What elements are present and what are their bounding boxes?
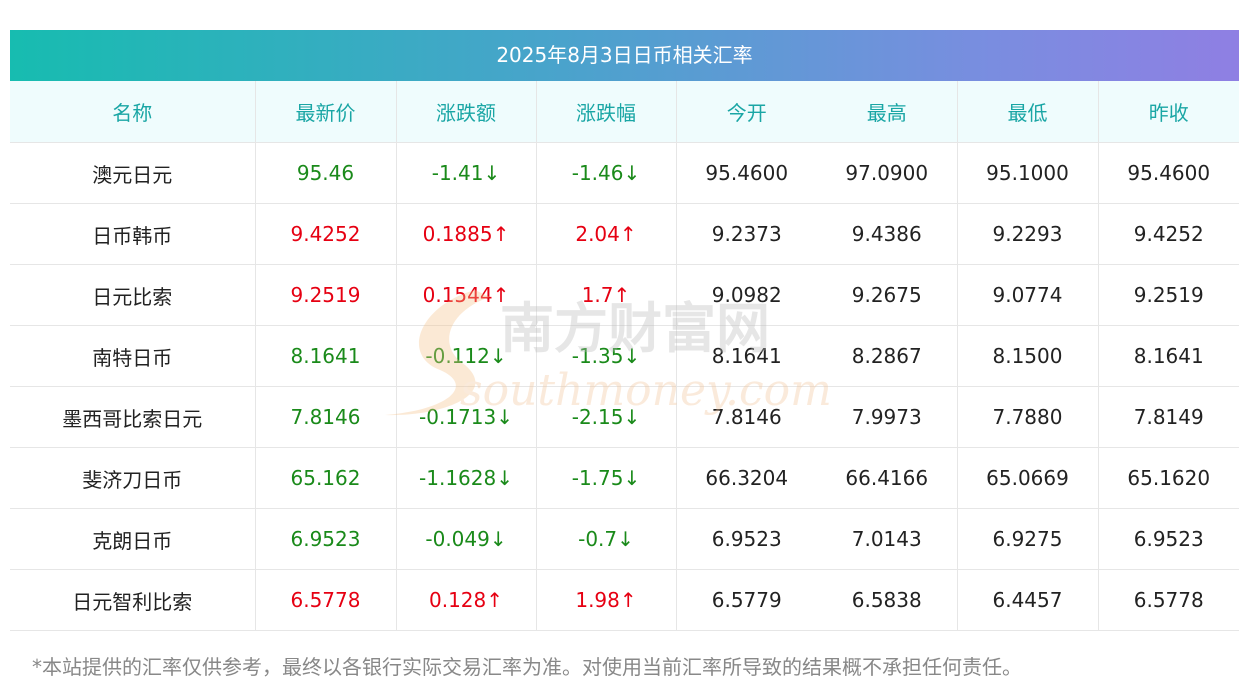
table-row: 南特日币 8.1641 -0.112↓ -1.35↓ 8.1641 8.2867 8.150… [10,325,1239,387]
cell-change: 0.1885↑ [396,203,537,265]
cell-low: 9.2293 [957,203,1099,265]
table-title: 2025年8月3日日币相关汇率 [10,30,1239,81]
header-change-pct: 涨跌幅 [536,81,677,143]
cell-low: 8.1500 [957,325,1099,387]
cell-name: 克朗日币 [10,508,256,570]
disclaimer-footnote: *本站提供的汇率仅供参考，最终以各银行实际交易汇率为准。对使用当前汇率所导致的结… [32,655,1022,679]
cell-high: 8.2867 [817,325,958,387]
cell-low: 65.0669 [957,447,1099,509]
cell-prev-close: 7.8149 [1098,386,1239,448]
cell-name: 日元智利比索 [10,569,256,631]
cell-open: 95.4600 [676,142,817,204]
cell-latest: 6.5778 [255,569,397,631]
cell-open: 66.3204 [676,447,817,509]
header-low: 最低 [957,81,1099,143]
cell-open: 6.5779 [676,569,817,631]
table-row: 日元智利比索 6.5778 0.128↑ 1.98↑ 6.5779 6.5838 6.445… [10,569,1239,631]
cell-high: 7.9973 [817,386,958,448]
cell-high: 97.0900 [817,142,958,204]
cell-prev-close: 9.4252 [1098,203,1239,265]
cell-change-pct: 2.04↑ [536,203,677,265]
cell-prev-close: 6.9523 [1098,508,1239,570]
cell-low: 9.0774 [957,264,1099,326]
cell-change: -0.049↓ [396,508,537,570]
cell-latest: 9.2519 [255,264,397,326]
header-open: 今开 [676,81,817,143]
cell-prev-close: 8.1641 [1098,325,1239,387]
header-high: 最高 [817,81,958,143]
cell-high: 7.0143 [817,508,958,570]
cell-high: 9.4386 [817,203,958,265]
cell-open: 8.1641 [676,325,817,387]
cell-high: 9.2675 [817,264,958,326]
cell-latest: 95.46 [255,142,397,204]
cell-latest: 6.9523 [255,508,397,570]
cell-low: 6.4457 [957,569,1099,631]
table-row: 日币韩币 9.4252 0.1885↑ 2.04↑ 9.2373 9.4386 9.2293… [10,203,1239,265]
cell-change-pct: -0.7↓ [536,508,677,570]
cell-latest: 9.4252 [255,203,397,265]
cell-change-pct: 1.7↑ [536,264,677,326]
table-row: 澳元日元 95.46 -1.41↓ -1.46↓ 95.4600 97.0900 95.10… [10,142,1239,204]
cell-name: 墨西哥比索日元 [10,386,256,448]
cell-open: 9.0982 [676,264,817,326]
cell-change-pct: -1.46↓ [536,142,677,204]
cell-change: -0.112↓ [396,325,537,387]
exchange-rate-table: 名称 最新价 涨跌额 涨跌幅 今开 最高 最低 昨收 澳元日元 95.46 -1.4… [10,81,1239,631]
cell-change: 0.128↑ [396,569,537,631]
cell-latest: 8.1641 [255,325,397,387]
cell-high: 6.5838 [817,569,958,631]
cell-change-pct: 1.98↑ [536,569,677,631]
cell-name: 日币韩币 [10,203,256,265]
cell-name: 日元比索 [10,264,256,326]
cell-low: 6.9275 [957,508,1099,570]
header-change: 涨跌额 [396,81,537,143]
cell-change-pct: -1.35↓ [536,325,677,387]
header-row: 名称 最新价 涨跌额 涨跌幅 今开 最高 最低 昨收 [10,81,1239,143]
cell-low: 95.1000 [957,142,1099,204]
cell-name: 南特日币 [10,325,256,387]
cell-name: 斐济刀日币 [10,447,256,509]
cell-latest: 65.162 [255,447,397,509]
cell-prev-close: 9.2519 [1098,264,1239,326]
cell-prev-close: 6.5778 [1098,569,1239,631]
cell-change-pct: -2.15↓ [536,386,677,448]
cell-change-pct: -1.75↓ [536,447,677,509]
cell-latest: 7.8146 [255,386,397,448]
table-row: 斐济刀日币 65.162 -1.1628↓ -1.75↓ 66.3204 66.4166 6… [10,447,1239,509]
cell-open: 9.2373 [676,203,817,265]
cell-name: 澳元日元 [10,142,256,204]
cell-change: -0.1713↓ [396,386,537,448]
cell-prev-close: 95.4600 [1098,142,1239,204]
cell-change: -1.41↓ [396,142,537,204]
header-prev-close: 昨收 [1098,81,1239,143]
table-row: 日元比索 9.2519 0.1544↑ 1.7↑ 9.0982 9.2675 9.0774 9… [10,264,1239,326]
cell-low: 7.7880 [957,386,1099,448]
cell-high: 66.4166 [817,447,958,509]
cell-open: 7.8146 [676,386,817,448]
table-row: 墨西哥比索日元 7.8146 -0.1713↓ -2.15↓ 7.8146 7.9973 7… [10,386,1239,448]
cell-change: 0.1544↑ [396,264,537,326]
header-name: 名称 [10,81,256,143]
cell-change: -1.1628↓ [396,447,537,509]
table-row: 克朗日币 6.9523 -0.049↓ -0.7↓ 6.9523 7.0143 6.9275… [10,508,1239,570]
rate-table-panel: 2025年8月3日日币相关汇率 名称 最新价 涨跌额 涨跌幅 今开 最高 最低 … [10,30,1239,631]
cell-prev-close: 65.1620 [1098,447,1239,509]
cell-open: 6.9523 [676,508,817,570]
header-latest: 最新价 [255,81,397,143]
